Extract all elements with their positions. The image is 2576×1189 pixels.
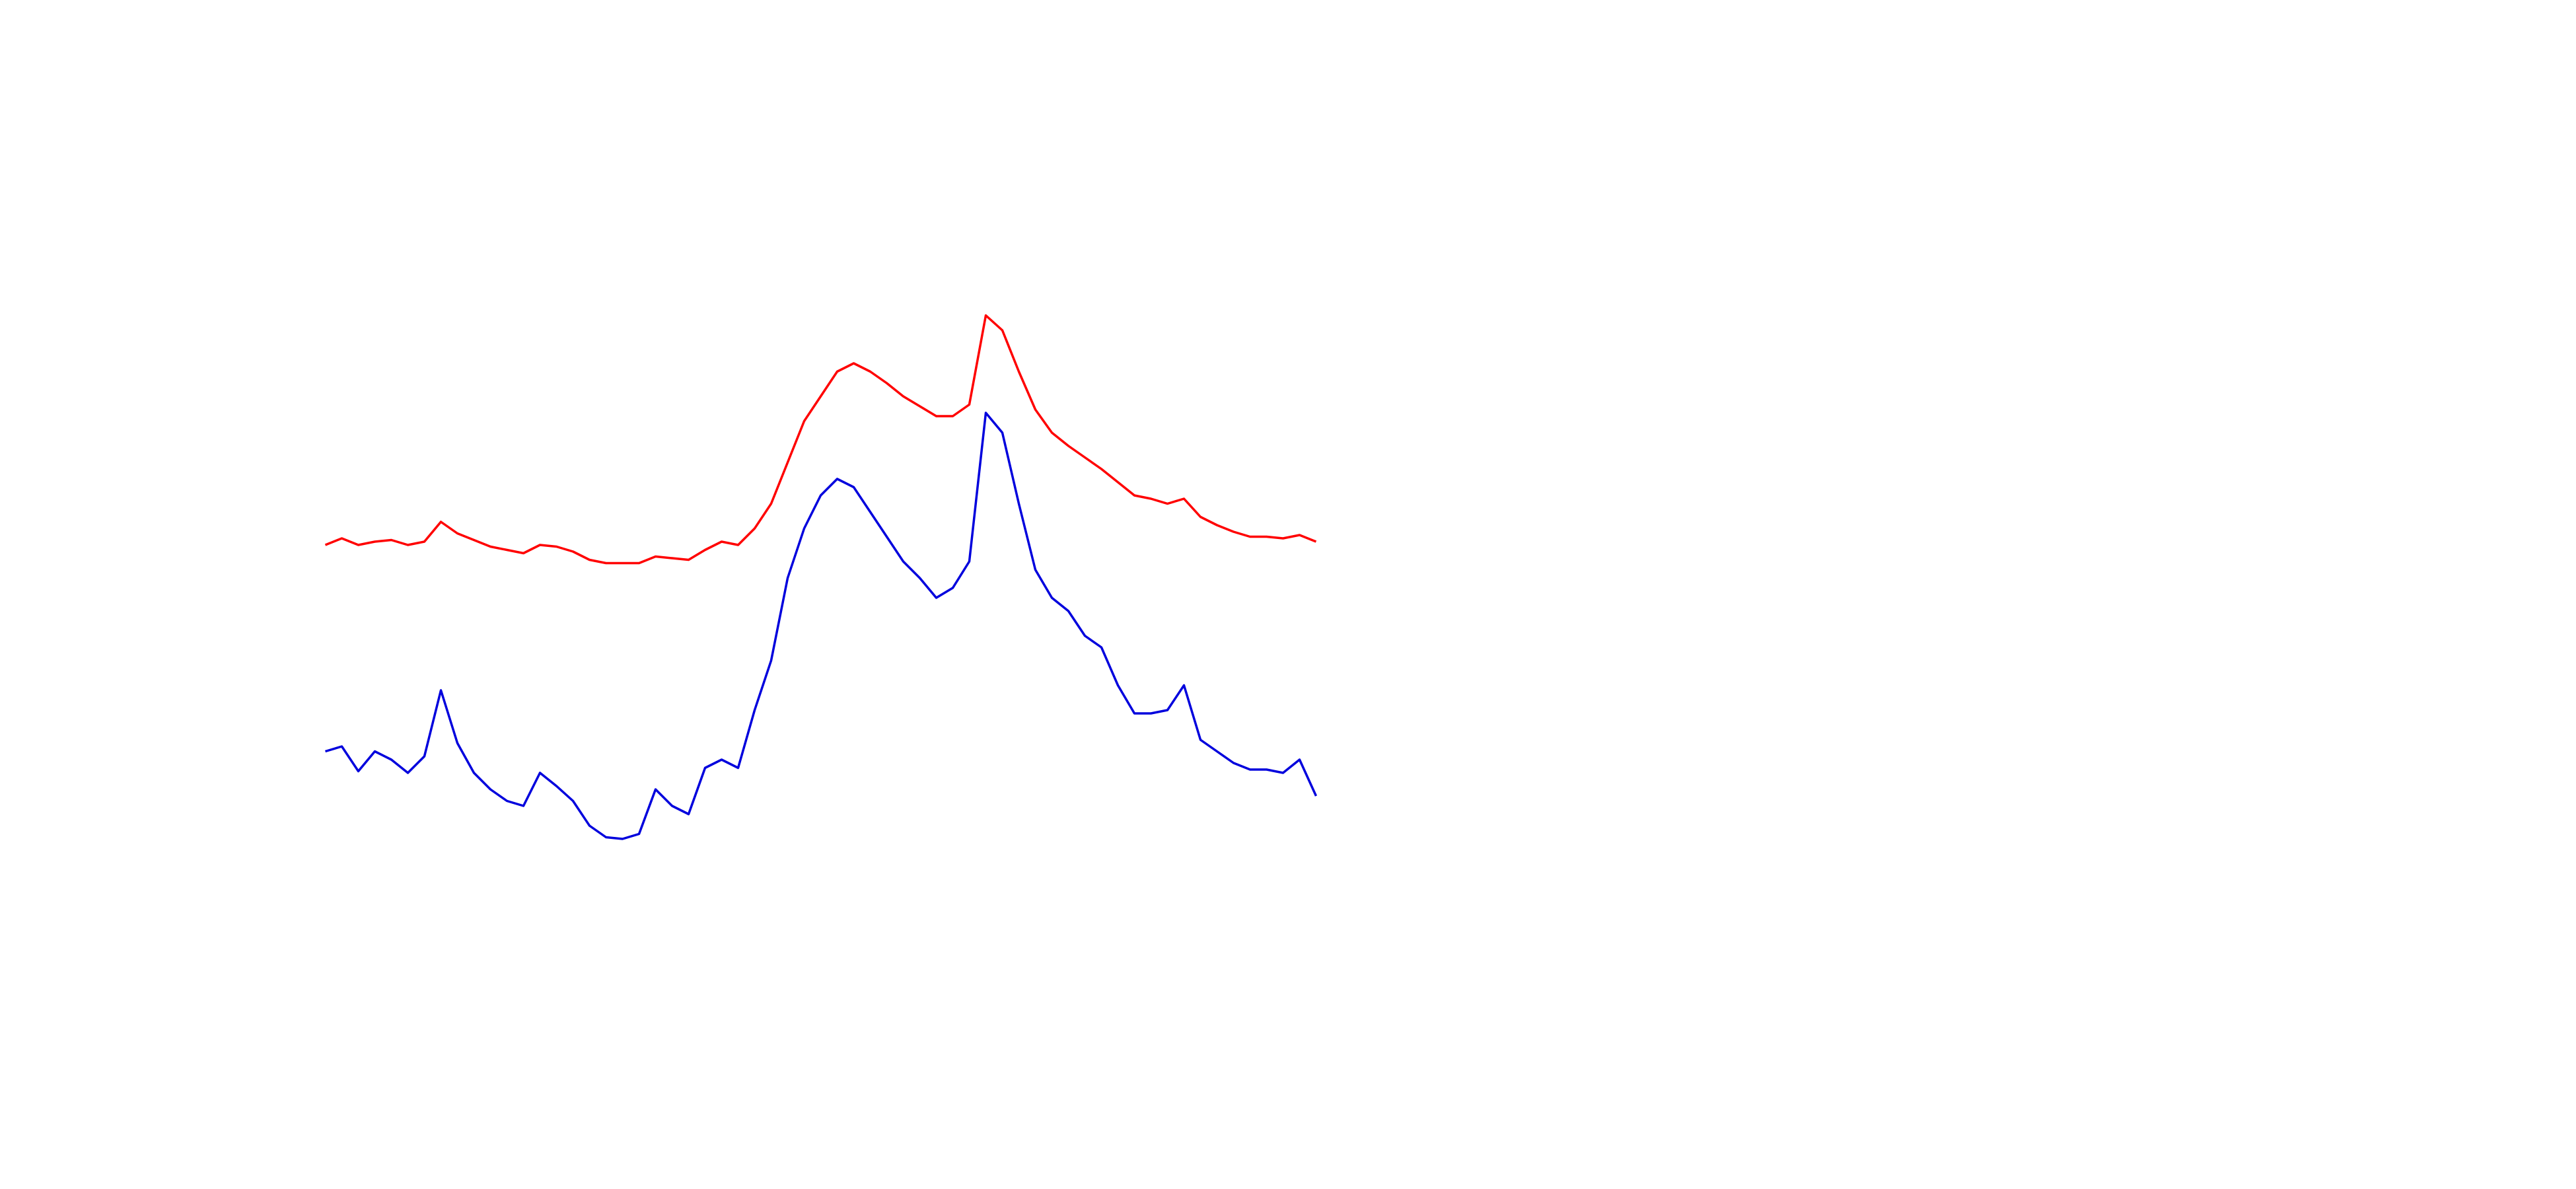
line-series — [324, 412, 1318, 840]
line-series — [324, 314, 1317, 565]
